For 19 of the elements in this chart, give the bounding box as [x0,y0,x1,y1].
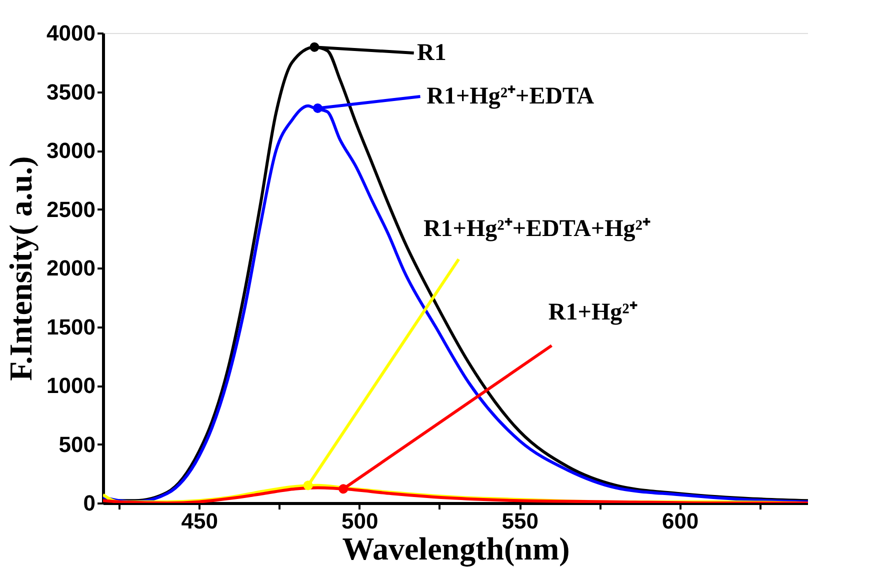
y-tick-label: 4000 [46,20,96,46]
y-tick-label: 500 [58,432,96,457]
annotation: R1+Hg²⁺+EDTA [426,83,595,110]
x-tick-label: 600 [662,508,699,534]
y-tick-label: 3000 [46,138,96,163]
y-tick-label: 1000 [46,373,96,398]
y-tick-label: 3500 [46,79,96,104]
x-tick-label: 550 [502,508,538,534]
y-tick-label: 2000 [46,256,96,280]
y-tick-label: 1500 [46,314,96,340]
x-tick-label: 500 [342,508,378,534]
annotation: R1+Hg²⁺+EDTA+Hg²⁺ [423,216,650,242]
y-tick-label: 2500 [46,196,96,222]
x-axis-title: Wavelength(nm) [342,530,570,568]
y-tick-label: 0 [83,490,96,516]
annotation: R1 [417,40,446,66]
annotation: R1+Hg²⁺ [548,300,638,326]
y-axis-title: F.Intensity( a.u.) [2,156,39,381]
x-tick-label: 450 [181,508,218,534]
